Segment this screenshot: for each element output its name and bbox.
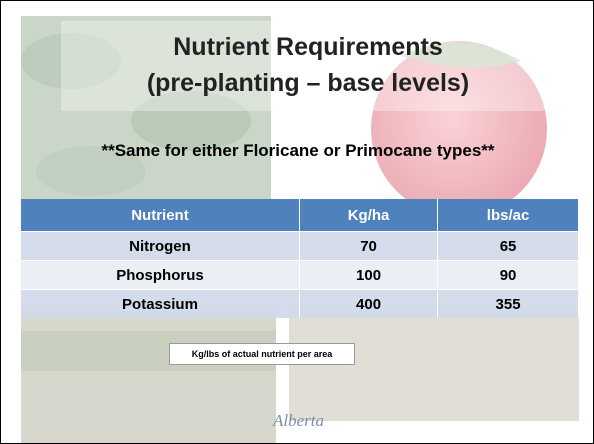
table-cell: 400 [299, 290, 437, 319]
logo: Alberta [273, 411, 324, 431]
table-cell: 90 [438, 261, 579, 290]
header-cell: lbs/ac [438, 199, 579, 232]
note: Kg/lbs of actual nutrient per area [169, 343, 355, 365]
table-cell: 70 [299, 232, 437, 261]
title-line: (pre-planting – base levels) [21, 65, 594, 101]
table-cell: 65 [438, 232, 579, 261]
header-cell: Kg/ha [299, 199, 437, 232]
table-cell: Nitrogen [21, 232, 299, 261]
subtitle: **Same for either Floricane or Primocane… [1, 141, 594, 161]
title-line: Nutrient Requirements [21, 29, 594, 65]
slide: Nutrient Requirements (pre-planting – ba… [0, 0, 594, 444]
table-cell: Phosphorus [21, 261, 299, 290]
table-cell: 100 [299, 261, 437, 290]
header-cell: Nutrient [21, 199, 299, 232]
title: Nutrient Requirements (pre-planting – ba… [21, 29, 594, 101]
table-cell: 355 [438, 290, 579, 319]
table-cell: Potassium [21, 290, 299, 319]
